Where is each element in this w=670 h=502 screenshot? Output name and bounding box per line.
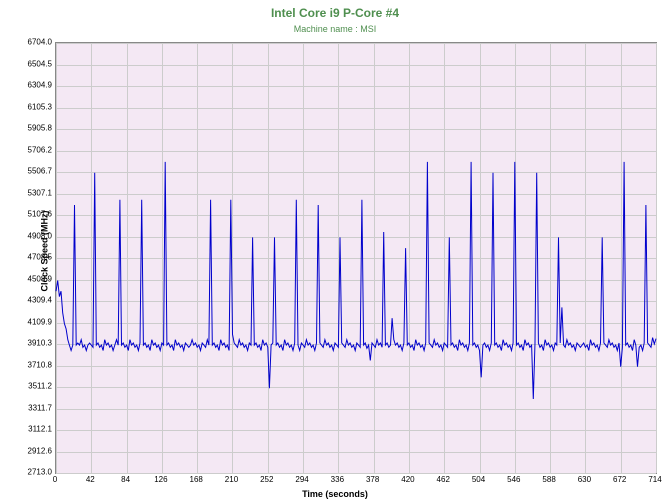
y-tick-label: 6704.0 (22, 38, 52, 47)
gridline-horizontal (56, 473, 656, 474)
y-tick-label: 4908.0 (22, 231, 52, 240)
chart-container: Intel Core i9 P-Core #4 Machine name : M… (0, 0, 670, 502)
x-tick-label: 42 (86, 475, 95, 484)
x-tick-label: 378 (366, 475, 379, 484)
x-tick-label: 294 (295, 475, 308, 484)
y-tick-label: 6105.3 (22, 102, 52, 111)
x-tick-label: 336 (331, 475, 344, 484)
y-tick-label: 3710.8 (22, 360, 52, 369)
y-tick-label: 6504.5 (22, 59, 52, 68)
x-tick-label: 210 (225, 475, 238, 484)
x-axis-label: Time (seconds) (0, 489, 670, 499)
x-tick-label: 0 (53, 475, 57, 484)
y-tick-label: 3311.7 (22, 403, 52, 412)
y-tick-label: 5506.7 (22, 167, 52, 176)
chart-subtitle: Machine name : MSI (0, 24, 670, 34)
y-tick-label: 2912.6 (22, 446, 52, 455)
y-tick-label: 4109.9 (22, 317, 52, 326)
y-tick-label: 5307.1 (22, 188, 52, 197)
x-tick-label: 252 (260, 475, 273, 484)
x-tick-label: 504 (472, 475, 485, 484)
x-tick-label: 546 (507, 475, 520, 484)
x-tick-label: 714 (648, 475, 661, 484)
y-tick-label: 4508.9 (22, 274, 52, 283)
y-tick-label: 3511.2 (22, 382, 52, 391)
y-tick-label: 3112.1 (22, 425, 52, 434)
gridline-vertical (656, 43, 657, 473)
y-tick-label: 5706.2 (22, 145, 52, 154)
x-tick-label: 588 (542, 475, 555, 484)
x-tick-label: 420 (401, 475, 414, 484)
y-tick-label: 4309.4 (22, 296, 52, 305)
chart-title: Intel Core i9 P-Core #4 (0, 6, 670, 20)
y-tick-label: 4708.5 (22, 253, 52, 262)
y-tick-label: 5107.6 (22, 210, 52, 219)
y-tick-label: 6304.9 (22, 81, 52, 90)
y-tick-label: 2713.0 (22, 468, 52, 477)
x-tick-label: 168 (189, 475, 202, 484)
x-tick-label: 672 (613, 475, 626, 484)
x-tick-label: 84 (121, 475, 130, 484)
x-tick-label: 462 (437, 475, 450, 484)
y-tick-label: 5905.8 (22, 124, 52, 133)
x-tick-label: 126 (154, 475, 167, 484)
y-tick-label: 3910.3 (22, 339, 52, 348)
plot-area (55, 42, 657, 474)
data-line (56, 43, 656, 473)
x-tick-label: 630 (578, 475, 591, 484)
